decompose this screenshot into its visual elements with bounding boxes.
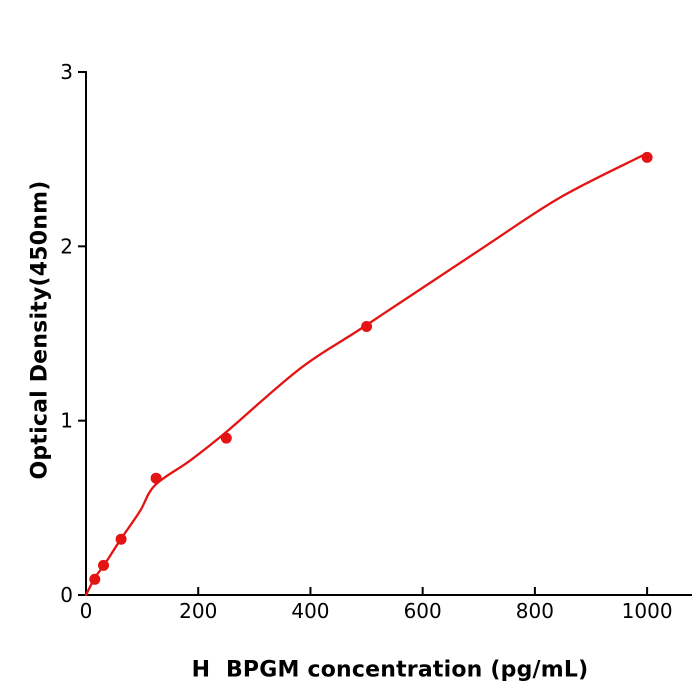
x-tick-label: 600 [404,599,442,623]
y-tick-label: 3 [60,60,73,84]
y-axis-title: Optical Density(450nm) [27,180,53,480]
data-point [115,533,127,545]
data-point [98,559,109,571]
x-tick-label: 400 [291,599,329,623]
data-point [220,432,232,444]
data-point [150,472,162,484]
y-tick-label: 1 [60,409,73,433]
fit-curve [84,154,644,597]
y-tick-label: 2 [60,234,73,258]
x-axis-title: H BPGM concentration (pg/mL) [191,657,589,683]
data-point [641,151,653,163]
data-point [89,573,101,585]
x-tick-label: 0 [80,599,93,623]
x-tick-label: 200 [179,599,217,623]
x-tick-label: 800 [516,599,554,623]
x-tick-label: 1000 [622,599,673,623]
y-tick-label: 0 [60,583,73,607]
data-point [361,321,373,332]
